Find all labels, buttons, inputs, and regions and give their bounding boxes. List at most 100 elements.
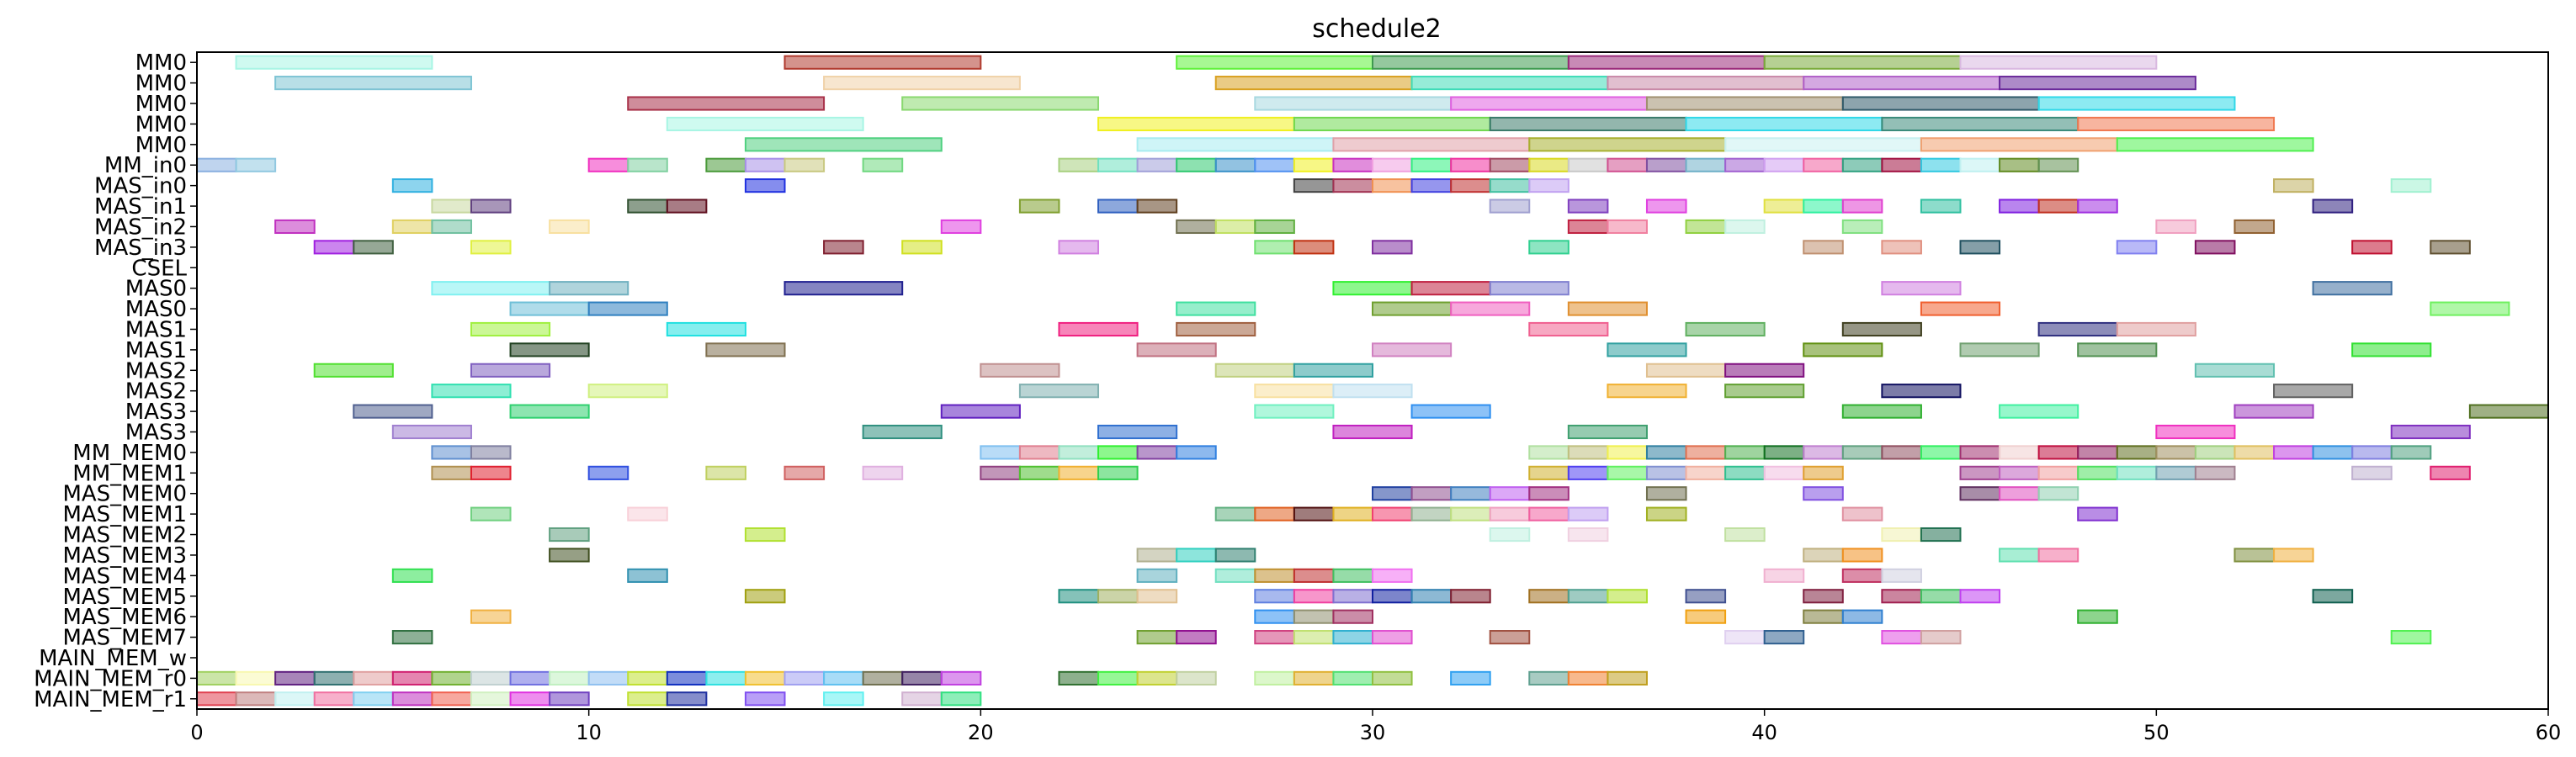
task-bar	[2037, 548, 2079, 563]
task-bar	[1763, 445, 1805, 460]
task-bar	[1450, 301, 1531, 316]
task-bar	[1214, 157, 1256, 172]
task-bar	[627, 199, 668, 214]
task-bar	[1058, 670, 1100, 686]
y-tick-label: MM0	[135, 50, 187, 76]
task-bar	[1841, 548, 1883, 563]
task-bar	[587, 157, 629, 172]
task-bar	[823, 240, 864, 255]
task-bar	[1841, 219, 1883, 235]
task-bar	[2351, 445, 2393, 460]
task-bar	[1410, 589, 1453, 604]
task-bar	[1841, 199, 1883, 214]
task-bar	[1058, 589, 1100, 604]
task-bar	[2116, 445, 2158, 460]
task-bar	[1372, 486, 1413, 501]
task-bar	[1489, 157, 1531, 172]
task-bar	[1685, 157, 1727, 172]
task-bar	[1999, 404, 2079, 419]
y-tick-label: MAS_MEM0	[62, 482, 187, 507]
task-bar	[1293, 670, 1335, 686]
task-bar	[1489, 630, 1531, 645]
task-bar	[1685, 609, 1727, 624]
y-tick-label: MAS1	[125, 338, 187, 363]
task-bar	[2037, 157, 2079, 172]
task-bar	[1410, 157, 1453, 172]
task-bar	[1332, 506, 1374, 521]
task-bar	[1372, 301, 1453, 316]
task-bar	[1999, 76, 2196, 91]
task-bar	[1685, 116, 1883, 131]
task-bar	[744, 670, 786, 686]
task-bar	[391, 568, 433, 583]
task-bar	[1567, 589, 1609, 604]
task-bar	[823, 76, 1021, 91]
x-tick-label: 30	[1360, 721, 1386, 744]
task-bar	[1372, 157, 1413, 172]
task-bar	[1920, 199, 1962, 214]
task-bar	[1685, 219, 1727, 235]
task-bar	[823, 691, 864, 707]
task-bar	[1332, 630, 1374, 645]
task-bar	[783, 670, 826, 686]
task-bar	[2037, 465, 2079, 480]
task-bar	[1528, 178, 1570, 193]
task-bar	[1136, 589, 1178, 604]
task-bar	[1607, 384, 1687, 399]
task-bar	[509, 691, 551, 707]
task-bar	[509, 342, 590, 357]
task-bar	[1763, 630, 1805, 645]
y-tick-label: CSEL	[131, 256, 187, 281]
task-bar	[1254, 96, 1453, 111]
task-bar	[2194, 363, 2276, 378]
task-bar	[1293, 240, 1335, 255]
task-bar	[705, 465, 746, 480]
task-bar	[1528, 486, 1570, 501]
y-tick-label: MAS_in2	[94, 214, 187, 240]
task-bar	[980, 363, 1060, 378]
task-bar	[1881, 445, 1922, 460]
task-bar	[2390, 445, 2432, 460]
task-bar	[1607, 219, 1648, 235]
task-bar	[1450, 96, 1648, 111]
task-bar	[1803, 486, 1844, 501]
task-bar	[587, 301, 668, 316]
y-tick-label: MAS_in1	[94, 194, 187, 220]
task-bar	[1214, 219, 1256, 235]
task-bar	[744, 178, 786, 193]
task-bar	[940, 219, 982, 235]
task-bar	[2037, 199, 2079, 214]
task-bar	[1607, 670, 1648, 686]
task-bar	[1332, 609, 1374, 624]
y-tick-label: MAS_MEM5	[62, 585, 187, 610]
task-bar	[1920, 630, 1962, 645]
task-bar	[2077, 465, 2118, 480]
task-bar	[2155, 424, 2236, 440]
task-bar	[549, 691, 590, 707]
task-bar	[2233, 548, 2276, 563]
task-bar	[1450, 157, 1491, 172]
task-bar	[705, 342, 786, 357]
task-bar	[1410, 486, 1453, 501]
task-bar	[2116, 240, 2158, 255]
task-bar	[783, 55, 982, 70]
task-bar	[1528, 137, 1727, 152]
task-bar	[1214, 363, 1295, 378]
task-bar	[666, 691, 708, 707]
task-bar	[1254, 670, 1295, 686]
task-bar	[1881, 116, 2079, 131]
task-bar	[2390, 178, 2432, 193]
task-bar	[1293, 116, 1491, 131]
task-bar	[1254, 157, 1295, 172]
task-bar	[1372, 55, 1570, 70]
task-bar	[1567, 465, 1609, 480]
task-bar	[2390, 630, 2432, 645]
task-bar	[1685, 589, 1727, 604]
task-bar	[274, 219, 316, 235]
task-bar	[509, 670, 551, 686]
task-bar	[901, 691, 943, 707]
task-bar	[235, 55, 433, 70]
x-axis: 0 10 20 30 40 50 60	[190, 709, 2561, 744]
task-bar	[1372, 342, 1453, 357]
